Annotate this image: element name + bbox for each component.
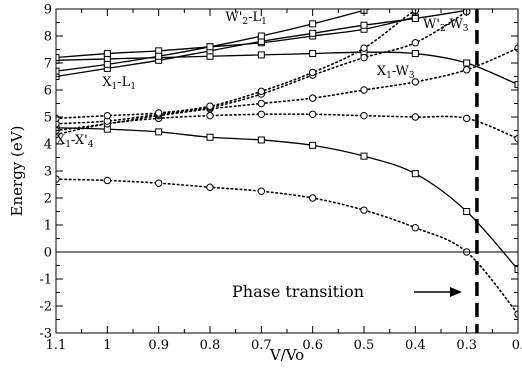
circle-marker bbox=[411, 224, 420, 232]
y-tick-label: 3 bbox=[44, 165, 52, 180]
series-layer bbox=[56, 0, 518, 318]
x-tick-label: 0.8 bbox=[200, 338, 221, 353]
square-marker bbox=[206, 133, 214, 141]
y-tick-label: 9 bbox=[44, 3, 52, 18]
circle-marker bbox=[103, 111, 112, 120]
x-tick-labels: 1.1 1 0.9 0.8 0.7 0.6 0.5 0.4 0.3 0. bbox=[46, 338, 522, 353]
band-line bbox=[56, 51, 518, 86]
circle-marker bbox=[411, 78, 420, 86]
circle-marker bbox=[438, 0, 444, 4]
x-tick-label: 0.7 bbox=[251, 338, 272, 353]
x-tick-label: 1 bbox=[103, 338, 111, 353]
circle-marker bbox=[154, 109, 163, 117]
circle-marker bbox=[257, 110, 266, 119]
circle-marker bbox=[360, 86, 368, 94]
x-axis-title: V/Vo bbox=[269, 346, 304, 364]
square-marker bbox=[206, 43, 214, 51]
circle-marker bbox=[308, 110, 317, 119]
circle-marker bbox=[103, 176, 112, 185]
y-tick-label: 1 bbox=[44, 219, 52, 234]
x-tick-label: 0.6 bbox=[302, 338, 323, 353]
x-tick-label: 1.1 bbox=[46, 338, 67, 353]
band-line bbox=[56, 113, 518, 140]
square-marker bbox=[56, 54, 60, 62]
y-tick-label: 0 bbox=[44, 246, 52, 261]
circle-marker bbox=[257, 87, 266, 96]
square-marker bbox=[257, 51, 265, 59]
square-marker bbox=[103, 50, 111, 58]
band-label: X1-X'4 bbox=[56, 133, 94, 150]
y-axis-title: Energy (eV) bbox=[8, 126, 26, 217]
x-tick-label: 0.9 bbox=[148, 338, 169, 353]
band-line bbox=[56, 178, 518, 315]
square-marker bbox=[155, 52, 163, 60]
circle-marker bbox=[411, 39, 420, 47]
circle-marker bbox=[308, 194, 317, 202]
x-tick-label: 0. bbox=[512, 338, 522, 353]
square-marker bbox=[103, 60, 111, 68]
circle-marker bbox=[257, 187, 266, 195]
circle-marker bbox=[411, 113, 420, 121]
x-tick-label: 0.4 bbox=[405, 338, 426, 353]
band-labels: W'2-L1 W'2-W3 X1-L1 X1-W3 X1-X'4 bbox=[56, 10, 469, 150]
square-marker bbox=[309, 141, 317, 149]
square-marker bbox=[514, 81, 518, 89]
circle-marker bbox=[308, 94, 317, 102]
square-marker bbox=[309, 20, 317, 28]
y-tick-label: -1 bbox=[39, 273, 52, 288]
band-line bbox=[56, 47, 518, 132]
circle-marker bbox=[206, 111, 214, 120]
band-line bbox=[56, 127, 518, 270]
circle-marker bbox=[308, 68, 317, 77]
square-marker bbox=[463, 59, 471, 67]
square-marker bbox=[309, 29, 317, 37]
circle-marker bbox=[360, 44, 368, 52]
circle-marker bbox=[257, 99, 266, 108]
square-marker bbox=[257, 32, 265, 40]
y-tick-label: -3 bbox=[39, 327, 52, 342]
square-marker bbox=[155, 128, 163, 136]
square-marker bbox=[387, 1, 393, 7]
square-marker bbox=[56, 67, 60, 75]
square-marker bbox=[360, 152, 368, 160]
axis-ticks bbox=[55, 8, 519, 334]
band-line bbox=[56, 16, 416, 59]
phase-transition-label: Phase transition bbox=[232, 282, 364, 301]
x-tick-label: 0.3 bbox=[456, 338, 477, 353]
circle-marker bbox=[56, 120, 60, 128]
circle-marker bbox=[56, 175, 60, 183]
square-marker bbox=[309, 50, 317, 58]
square-marker bbox=[360, 21, 368, 29]
circle-marker bbox=[206, 183, 214, 191]
y-tick-label: -2 bbox=[39, 300, 52, 315]
band-label: W'2-W3 bbox=[423, 17, 469, 34]
square-marker bbox=[411, 14, 419, 22]
y-tick-label: 2 bbox=[44, 192, 52, 207]
circle-marker bbox=[360, 206, 368, 214]
y-tick-label: 7 bbox=[44, 57, 52, 72]
square-marker bbox=[514, 266, 518, 274]
square-marker bbox=[411, 50, 419, 58]
circle-marker bbox=[360, 111, 368, 120]
band-label: X1-W3 bbox=[377, 64, 415, 81]
circle-marker bbox=[462, 114, 471, 123]
y-tick-label: 5 bbox=[44, 111, 52, 126]
square-marker bbox=[463, 208, 471, 215]
circle-marker bbox=[360, 53, 368, 62]
band-label: W'2-L1 bbox=[225, 10, 266, 27]
y-tick-label: 6 bbox=[44, 84, 52, 99]
y-tick-label: 4 bbox=[44, 138, 52, 153]
circle-marker bbox=[206, 102, 214, 110]
circle-marker bbox=[462, 66, 471, 74]
square-marker bbox=[411, 170, 419, 178]
phase-transition-arrow bbox=[414, 287, 462, 297]
y-tick-labels: -3 -2 -1 0 1 2 3 4 5 6 7 8 9 bbox=[39, 3, 52, 342]
arrow-head bbox=[450, 287, 462, 297]
x-tick-label: 0.5 bbox=[354, 338, 375, 353]
y-tick-label: 8 bbox=[44, 30, 52, 45]
band-label: X1-L1 bbox=[102, 75, 136, 92]
square-marker bbox=[257, 136, 265, 144]
circle-marker bbox=[154, 179, 163, 187]
